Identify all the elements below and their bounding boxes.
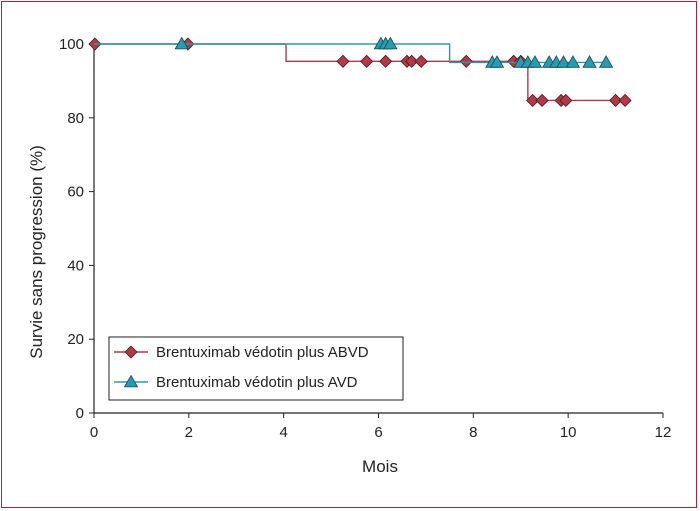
series-2 <box>94 36 614 68</box>
censor-mark-diamond <box>526 93 540 108</box>
censor-mark-diamond <box>609 93 623 108</box>
y-tick-label: 20 <box>67 331 84 348</box>
censor-mark-triangle <box>489 55 505 68</box>
legend: Brentuximab védotin plus ABVD Brentuximab… <box>108 336 404 401</box>
y-tick-label: 100 <box>59 36 84 53</box>
y-tick-label: 0 <box>76 405 84 422</box>
censor-mark-diamond <box>459 54 473 68</box>
series-line-1 <box>94 43 626 102</box>
legend-marker-triangle <box>123 374 139 388</box>
legend-label-2: Brentuximab védotin plus AVD <box>156 374 358 391</box>
x-tick-label: 4 <box>279 424 287 441</box>
x-axis-title: Mois <box>362 457 398 476</box>
censor-mark-triangle <box>582 55 597 68</box>
x-tick-label: 10 <box>560 424 577 441</box>
censor-mark-triangle <box>598 55 614 68</box>
censor-mark-diamond <box>360 54 374 68</box>
censor-mark-triangle <box>565 55 581 68</box>
legend-marker-diamond <box>124 345 138 359</box>
censor-mark-triangle <box>527 55 543 68</box>
x-tick-label: 12 <box>655 424 672 441</box>
x-tick-label: 8 <box>469 424 477 441</box>
legend-box <box>108 336 404 401</box>
censor-mark-diamond <box>336 54 350 68</box>
x-tick-label: 6 <box>374 424 382 441</box>
censor-mark-diamond <box>559 93 573 108</box>
y-tick-label: 60 <box>67 184 84 201</box>
censor-mark-triangle <box>174 36 189 50</box>
censor-mark-diamond <box>414 54 428 68</box>
axes: 0 2 4 6 8 10 12 0 20 40 60 80 100 <box>59 36 671 441</box>
x-tick-label: 2 <box>185 424 193 441</box>
censor-mark-diamond <box>379 54 393 68</box>
censor-mark-diamond <box>405 54 419 68</box>
censor-mark-triangle <box>556 55 571 68</box>
series-1 <box>88 37 632 108</box>
legend-label-1: Brentuximab védotin plus ABVD <box>156 344 369 361</box>
censor-mark-diamond <box>618 93 632 108</box>
y-axis-title: Survie sans progression (%) <box>27 145 46 359</box>
x-tick-label: 0 <box>90 424 98 441</box>
censor-mark-diamond <box>535 93 549 108</box>
censor-mark-triangle <box>383 36 398 50</box>
y-tick-label: 40 <box>67 257 84 274</box>
y-tick-label: 80 <box>67 110 84 127</box>
series-layer <box>88 36 632 108</box>
